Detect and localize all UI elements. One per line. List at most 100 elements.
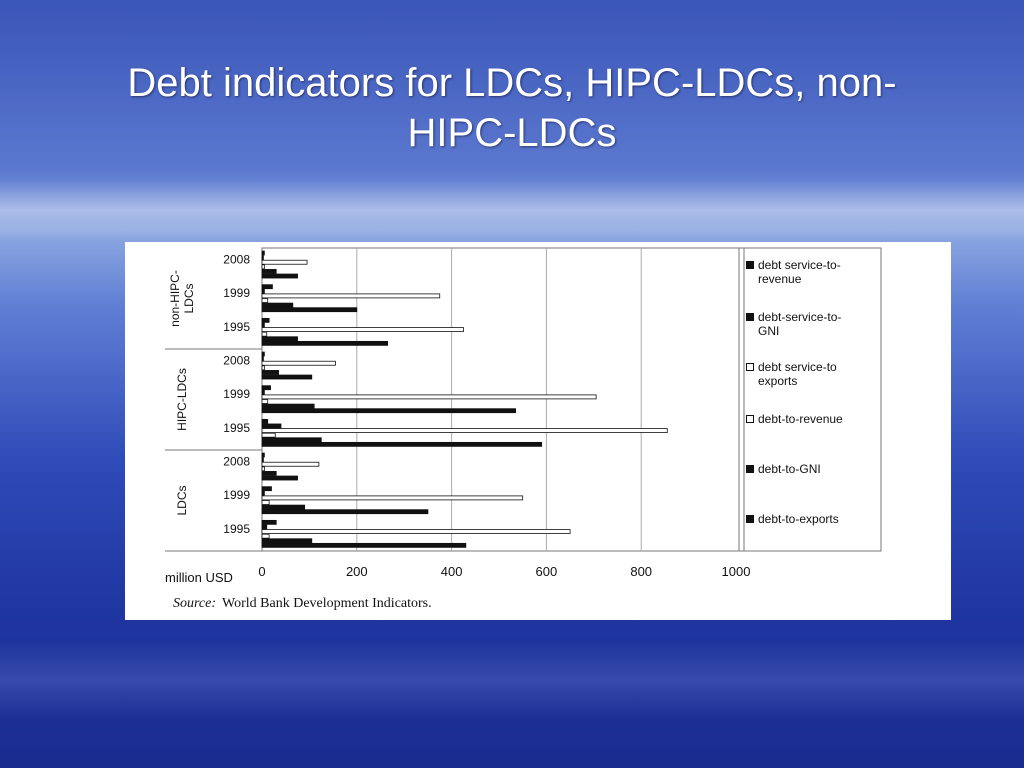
- bar-debt-service-to-gni: [261, 288, 265, 294]
- x-tick-label: 600: [536, 564, 558, 579]
- bar-debt-to-gni: [261, 370, 279, 375]
- bar-debt-service-to-revenue: [261, 418, 269, 424]
- legend-swatch: [746, 363, 754, 371]
- bar-debt-service-to-exports: [261, 461, 320, 467]
- bar-debt-to-exports: [261, 307, 358, 313]
- bar-debt-to-exports: [261, 542, 467, 548]
- bar-debt-to-revenue: [261, 365, 265, 371]
- bar-debt-to-exports: [261, 273, 298, 279]
- y-tick-label-year: 1999: [223, 286, 250, 300]
- bar-debt-to-revenue: [261, 264, 265, 270]
- group-label-line: LDCs: [182, 283, 196, 313]
- group-label: LDCs: [175, 485, 189, 515]
- legend-label: debt-service-to- GNI: [758, 310, 842, 338]
- bar-debt-to-exports: [261, 374, 313, 380]
- y-tick-label-year: 2008: [223, 454, 250, 468]
- y-tick-label-year: 2008: [223, 252, 250, 266]
- group-label: HIPC-LDCs: [175, 368, 189, 431]
- bar-debt-to-gni: [261, 403, 315, 409]
- bar-debt-to-gni: [261, 538, 313, 544]
- slide-title: Debt indicators for LDCs, HIPC-LDCs, non…: [40, 58, 984, 158]
- legend-swatch: [746, 515, 754, 523]
- bar-debt-to-revenue: [261, 432, 276, 438]
- bar-debt-service-to-gni: [261, 389, 265, 395]
- group-label: non-HIPC-LDCs: [168, 270, 196, 327]
- source-label: Source:: [173, 596, 217, 611]
- bar-debt-to-gni: [261, 504, 306, 510]
- bar-debt-to-gni: [261, 437, 322, 443]
- group-label-line: LDCs: [175, 485, 189, 515]
- legend-label: debt-to-GNI: [758, 462, 821, 476]
- group-label-line: non-HIPC-: [168, 270, 182, 327]
- legend-label: debt service-to exports: [758, 360, 837, 388]
- bar-debt-to-exports: [261, 340, 389, 346]
- legend-swatch: [746, 261, 754, 269]
- background-sheen-bottom: [0, 640, 1024, 720]
- bar-debt-service-to-gni: [261, 457, 264, 463]
- bar-debt-to-exports: [261, 475, 298, 481]
- y-tick-label-year: 1995: [223, 522, 250, 536]
- chart-panel: 0 200 400 600 800 1000 million USD non-HIPC-LDC…: [125, 242, 951, 620]
- bar-debt-service-to-gni: [261, 255, 264, 261]
- legend-label: debt service-to-revenue: [758, 258, 841, 286]
- legend-label: debt-to-revenue: [758, 412, 843, 426]
- y-tick-label-year: 1999: [223, 387, 250, 401]
- bar-debt-to-gni: [261, 302, 294, 308]
- bar-debt-to-exports: [261, 441, 543, 447]
- bar-debt-service-to-gni: [261, 490, 265, 496]
- x-tick-label: 200: [346, 564, 368, 579]
- bar-debt-to-gni: [261, 471, 277, 476]
- bar-debt-service-to-exports: [261, 360, 336, 366]
- bar-debt-service-to-revenue: [261, 452, 265, 458]
- bar-debt-service-to-revenue: [261, 486, 272, 492]
- bar-debt-to-revenue: [261, 331, 268, 337]
- x-tick-label: 0: [258, 564, 265, 579]
- x-tick-label: 800: [630, 564, 652, 579]
- chart-legend: debt service-to-revenue debt-service-to- G…: [740, 250, 880, 552]
- group-label-line: HIPC-LDCs: [175, 368, 189, 431]
- bar-debt-to-gni: [261, 336, 298, 342]
- bar-debt-to-exports: [261, 509, 429, 515]
- bar-debt-to-revenue: [261, 466, 265, 472]
- bar-debt-service-to-gni: [261, 322, 265, 328]
- bar-debt-service-to-exports: [261, 293, 441, 299]
- y-tick-label-year: 1995: [223, 320, 250, 334]
- bar-debt-service-to-exports: [261, 428, 668, 433]
- legend-swatch: [746, 465, 754, 473]
- bar-debt-service-to-revenue: [261, 351, 265, 357]
- bar-debt-to-revenue: [261, 500, 270, 505]
- bar-debt-service-to-revenue: [261, 250, 265, 256]
- bar-debt-service-to-exports: [261, 529, 571, 534]
- bar-debt-service-to-exports: [261, 394, 597, 400]
- bar-debt-to-revenue: [261, 399, 269, 404]
- y-tick-label-year: 1995: [223, 421, 250, 435]
- bar-debt-service-to-exports: [261, 495, 524, 501]
- legend-swatch: [746, 415, 754, 423]
- bar-debt-service-to-exports: [261, 327, 464, 332]
- source-text: World Bank Development Indicators.: [222, 596, 432, 611]
- slide-title-line-1: Debt indicators for LDCs, HIPC-LDCs, non…: [127, 61, 897, 105]
- bar-debt-service-to-revenue: [261, 317, 270, 323]
- bar-debt-to-revenue: [261, 298, 269, 303]
- x-tick-label: 1000: [722, 564, 751, 579]
- y-tick-label-year: 1999: [223, 488, 250, 502]
- bar-debt-service-to-revenue: [261, 519, 277, 525]
- bar-debt-to-revenue: [261, 533, 270, 539]
- background-sheen-top: [0, 180, 1024, 240]
- slide-title-line-2: HIPC-LDCs: [407, 111, 617, 155]
- bar-debt-to-exports: [261, 408, 516, 414]
- bar-debt-service-to-gni: [261, 423, 282, 429]
- bar-debt-service-to-gni: [261, 524, 268, 530]
- source-note: Source: World Bank Development Indicators…: [173, 596, 432, 612]
- bar-debt-to-gni: [261, 269, 277, 274]
- legend-swatch: [746, 313, 754, 321]
- plot-frame: [261, 247, 745, 552]
- bar-debt-service-to-exports: [261, 259, 308, 265]
- x-axis-label: million USD: [165, 570, 233, 585]
- y-tick-label-year: 2008: [223, 353, 250, 367]
- bar-debt-service-to-revenue: [261, 284, 273, 290]
- legend-label: debt-to-exports: [758, 512, 839, 526]
- bar-debt-service-to-gni: [261, 356, 264, 362]
- x-tick-label: 400: [441, 564, 463, 579]
